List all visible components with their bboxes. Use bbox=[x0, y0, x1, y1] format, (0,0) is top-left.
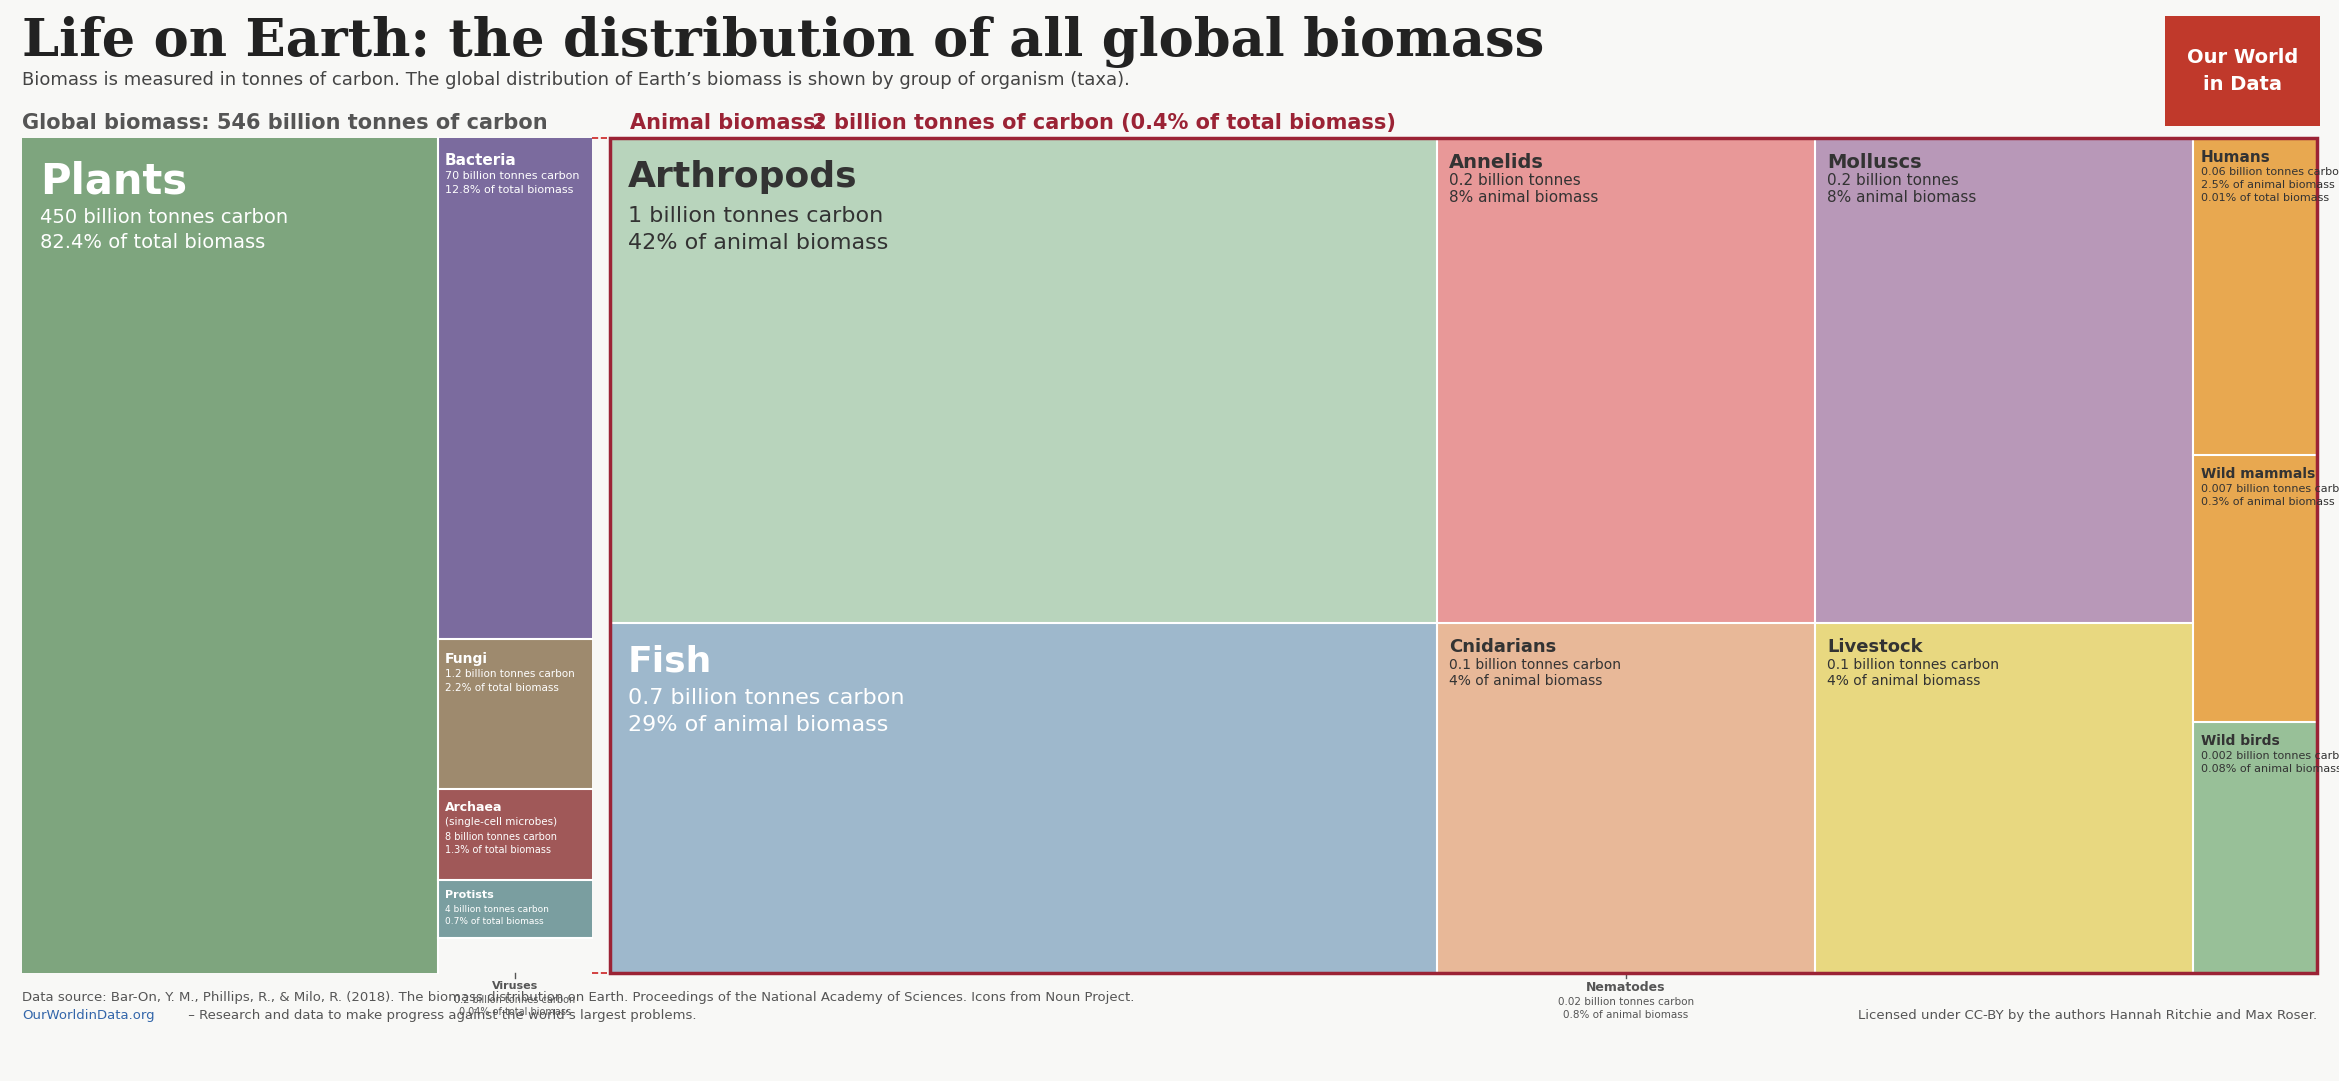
Text: 2.2% of total biomass: 2.2% of total biomass bbox=[444, 683, 559, 693]
Text: Global biomass: 546 billion tonnes of carbon: Global biomass: 546 billion tonnes of ca… bbox=[21, 114, 547, 133]
Text: Animal biomass:: Animal biomass: bbox=[629, 114, 823, 133]
Bar bbox=[437, 138, 592, 639]
Text: 0.002 billion tonnes carbon: 0.002 billion tonnes carbon bbox=[2201, 751, 2339, 761]
Text: 1.2 billion tonnes carbon: 1.2 billion tonnes carbon bbox=[444, 669, 575, 679]
Text: 0.08% of animal biomass: 0.08% of animal biomass bbox=[2201, 764, 2339, 774]
Text: 4% of animal biomass: 4% of animal biomass bbox=[1448, 673, 1602, 688]
Bar bbox=[610, 138, 1436, 623]
Bar bbox=[21, 138, 437, 973]
Text: Archaea: Archaea bbox=[444, 801, 503, 814]
Text: 82.4% of total biomass: 82.4% of total biomass bbox=[40, 233, 264, 252]
Text: 450 billion tonnes carbon: 450 billion tonnes carbon bbox=[40, 208, 288, 227]
Text: 2 billion tonnes of carbon (0.4% of total biomass): 2 billion tonnes of carbon (0.4% of tota… bbox=[805, 114, 1396, 133]
Text: 2.5% of animal biomass: 2.5% of animal biomass bbox=[2201, 181, 2334, 190]
Text: 0.06 billion tonnes carbon: 0.06 billion tonnes carbon bbox=[2201, 166, 2339, 177]
Bar bbox=[610, 623, 1436, 973]
Text: 0.8% of animal biomass: 0.8% of animal biomass bbox=[1562, 1010, 1689, 1020]
Text: 8% animal biomass: 8% animal biomass bbox=[1827, 190, 1976, 205]
Text: 1.3% of total biomass: 1.3% of total biomass bbox=[444, 845, 552, 855]
Text: Annelids: Annelids bbox=[1448, 154, 1544, 172]
Bar bbox=[2194, 455, 2318, 722]
Text: 42% of animal biomass: 42% of animal biomass bbox=[627, 233, 889, 253]
Text: Nematodes: Nematodes bbox=[1586, 980, 1665, 995]
Text: Livestock: Livestock bbox=[1827, 638, 1923, 656]
Text: Data source: Bar-On, Y. M., Phillips, R., & Milo, R. (2018). The biomass distrib: Data source: Bar-On, Y. M., Phillips, R.… bbox=[21, 991, 1134, 1004]
Text: 1 billion tonnes carbon: 1 billion tonnes carbon bbox=[627, 206, 884, 226]
Text: 0.7% of total biomass: 0.7% of total biomass bbox=[444, 917, 543, 926]
Text: 29% of animal biomass: 29% of animal biomass bbox=[627, 715, 889, 735]
Text: – Research and data to make progress against the world’s largest problems.: – Research and data to make progress aga… bbox=[185, 1009, 697, 1022]
Bar bbox=[437, 789, 592, 880]
Bar bbox=[1436, 623, 1815, 973]
Text: Molluscs: Molluscs bbox=[1827, 154, 1923, 172]
Text: 0.7 billion tonnes carbon: 0.7 billion tonnes carbon bbox=[627, 688, 905, 708]
Text: 0.3% of animal biomass: 0.3% of animal biomass bbox=[2201, 497, 2334, 507]
Text: 8 billion tonnes carbon: 8 billion tonnes carbon bbox=[444, 832, 557, 842]
Bar bbox=[1815, 623, 2194, 973]
Text: Licensed under CC-BY by the authors Hannah Ritchie and Max Roser.: Licensed under CC-BY by the authors Hann… bbox=[1857, 1009, 2318, 1022]
Bar bbox=[2194, 722, 2318, 973]
Text: Viruses: Viruses bbox=[491, 980, 538, 991]
Text: 0.01% of total biomass: 0.01% of total biomass bbox=[2201, 193, 2330, 203]
Text: (single-cell microbes): (single-cell microbes) bbox=[444, 817, 557, 827]
Text: 0.007 billion tonnes carbon: 0.007 billion tonnes carbon bbox=[2201, 484, 2339, 494]
Text: 0.2 billion tonnes carbon: 0.2 billion tonnes carbon bbox=[454, 995, 575, 1005]
Text: 0.04% of total biomass: 0.04% of total biomass bbox=[458, 1007, 571, 1017]
Text: 0.1 billion tonnes carbon: 0.1 billion tonnes carbon bbox=[1448, 658, 1621, 672]
Text: 8% animal biomass: 8% animal biomass bbox=[1448, 190, 1598, 205]
Text: OurWorldinData.org: OurWorldinData.org bbox=[21, 1009, 154, 1022]
Text: Life on Earth: the distribution of all global biomass: Life on Earth: the distribution of all g… bbox=[21, 16, 1544, 68]
Text: Biomass is measured in tonnes of carbon. The global distribution of Earth’s biom: Biomass is measured in tonnes of carbon.… bbox=[21, 71, 1130, 89]
Text: Wild birds: Wild birds bbox=[2201, 734, 2281, 748]
Text: 70 billion tonnes carbon: 70 billion tonnes carbon bbox=[444, 171, 580, 181]
Text: Protists: Protists bbox=[444, 890, 494, 900]
Bar bbox=[437, 639, 592, 789]
Text: 4% of animal biomass: 4% of animal biomass bbox=[1827, 673, 1981, 688]
Text: 0.02 billion tonnes carbon: 0.02 billion tonnes carbon bbox=[1558, 997, 1693, 1007]
Bar bbox=[437, 880, 592, 938]
Bar bbox=[1436, 138, 1815, 623]
Text: 12.8% of total biomass: 12.8% of total biomass bbox=[444, 185, 573, 195]
Text: Fish: Fish bbox=[627, 645, 713, 679]
Text: Humans: Humans bbox=[2201, 150, 2271, 165]
Bar bbox=[610, 138, 2318, 973]
Text: Fungi: Fungi bbox=[444, 652, 489, 666]
Text: 4 billion tonnes carbon: 4 billion tonnes carbon bbox=[444, 905, 550, 915]
Bar bbox=[1815, 138, 2194, 623]
Text: 0.2 billion tonnes: 0.2 billion tonnes bbox=[1448, 173, 1581, 188]
Text: Bacteria: Bacteria bbox=[444, 154, 517, 168]
Bar bbox=[2194, 138, 2318, 455]
Text: 0.1 billion tonnes carbon: 0.1 billion tonnes carbon bbox=[1827, 658, 2000, 672]
Text: Arthropods: Arthropods bbox=[627, 160, 858, 193]
Text: Our World
in Data: Our World in Data bbox=[2187, 49, 2299, 94]
Text: 0.2 billion tonnes: 0.2 billion tonnes bbox=[1827, 173, 1958, 188]
Bar bbox=[2166, 16, 2320, 126]
Text: Plants: Plants bbox=[40, 160, 187, 202]
Text: Wild mammals: Wild mammals bbox=[2201, 467, 2316, 481]
Text: Cnidarians: Cnidarians bbox=[1448, 638, 1555, 656]
